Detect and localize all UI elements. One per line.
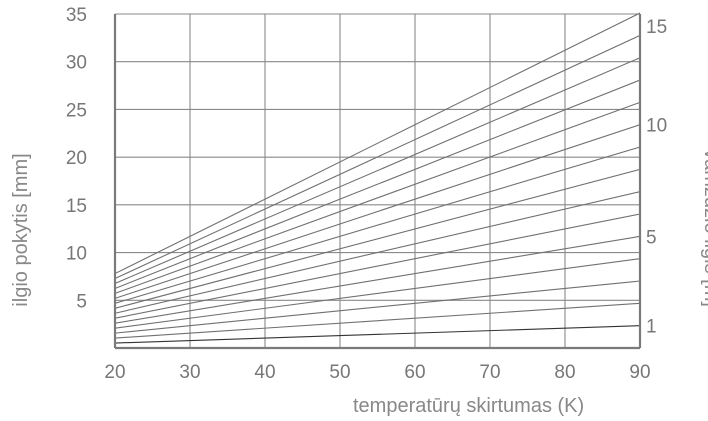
y-tick-label: 20 <box>66 148 87 169</box>
grid <box>114 13 641 348</box>
series-lines <box>114 12 641 344</box>
series-line <box>114 57 641 284</box>
y-tick-label: 5 <box>76 291 87 312</box>
y-tick-label: 15 <box>66 196 87 217</box>
y-tick-label: 35 <box>66 5 87 26</box>
x-tick-label: 60 <box>404 362 425 383</box>
y2-axis-title: vamzdžio ilgis [m] <box>700 149 708 307</box>
series-line <box>114 280 641 334</box>
x-tick-labels: 20 30 40 50 60 70 80 90 <box>104 362 650 383</box>
series-line <box>114 124 641 299</box>
y-axis-title: ilgio pokytis [mm] <box>10 153 32 306</box>
series-line <box>114 325 641 344</box>
x-tick-label: 50 <box>329 362 350 383</box>
series-line <box>114 302 641 339</box>
x-tick-label: 90 <box>629 362 650 383</box>
series-line <box>114 191 641 314</box>
y-tick-label: 25 <box>66 100 87 121</box>
series-line <box>114 101 641 294</box>
y2-tick-label: 1 <box>646 317 657 338</box>
y-tick-labels: 5 10 15 20 25 30 35 <box>66 5 87 312</box>
x-tick-label: 30 <box>179 362 200 383</box>
x-tick-label: 40 <box>254 362 275 383</box>
series-line <box>114 258 641 329</box>
y2-tick-label: 5 <box>646 227 657 248</box>
x-tick-label: 80 <box>554 362 575 383</box>
series-line <box>114 34 641 280</box>
x-axis-title: temperatūrų skirtumas (K) <box>353 395 584 417</box>
x-tick-label: 70 <box>479 362 500 383</box>
series-line <box>114 12 641 275</box>
plot-frame <box>113 14 642 350</box>
series-line <box>114 146 641 304</box>
series-line <box>114 213 641 319</box>
series-line <box>114 168 641 309</box>
y-tick-label: 10 <box>66 244 87 265</box>
series-line <box>114 235 641 324</box>
x-tick-label: 20 <box>104 362 125 383</box>
y2-tick-label: 10 <box>646 116 667 137</box>
y2-tick-label: 15 <box>646 17 667 38</box>
series-line <box>114 79 641 289</box>
y-tick-label: 30 <box>66 53 87 74</box>
